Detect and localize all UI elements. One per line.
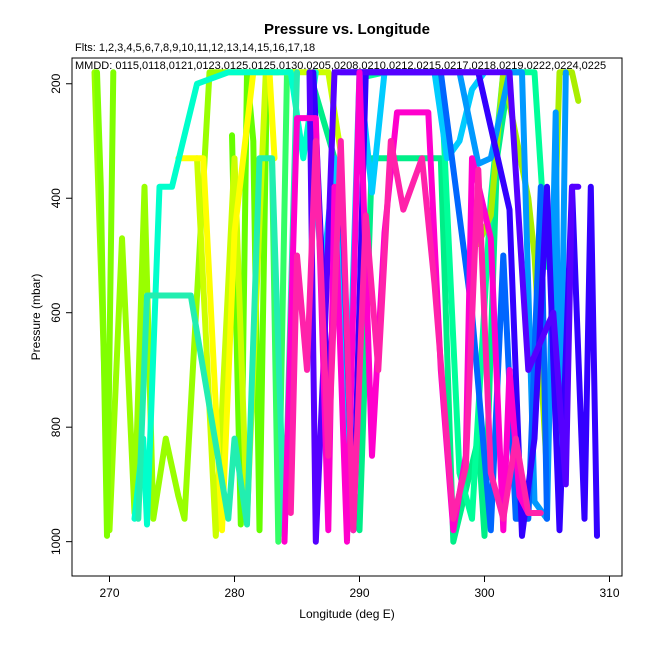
series-line-17: [281, 69, 532, 545]
dates-subtitle: MMDD: 0115,0118,0121,0123,0125,0125,0130…: [75, 60, 606, 72]
series-line-8: [135, 69, 300, 539]
flights-subtitle: Flts: 1,2,3,4,5,6,7,8,9,10,11,12,13,14,1…: [75, 42, 315, 54]
y-tick-label-0: 200: [49, 73, 63, 93]
series-layer: [91, 69, 600, 545]
y-tick-label-3: 800: [49, 417, 63, 437]
chart-title: Pressure vs. Longitude: [264, 21, 430, 38]
y-tick-label-4: 1000: [49, 528, 63, 555]
x-tick-label-3: 300: [474, 586, 494, 600]
x-tick-label-1: 280: [224, 586, 244, 600]
y-axis-label: Pressure (mbar): [29, 274, 43, 361]
x-tick-label-0: 270: [99, 586, 119, 600]
series-line-18: [287, 138, 544, 534]
y-tick-label-1: 400: [49, 188, 63, 208]
x-tick-label-2: 290: [349, 586, 369, 600]
x-axis-label: Longitude (deg E): [299, 607, 394, 621]
plot-frame: [71, 57, 623, 577]
y-tick-label-2: 600: [49, 302, 63, 322]
x-tick-label-4: 310: [599, 586, 619, 600]
series-line-13: [456, 69, 569, 522]
y-axis: 200 400 600 800 1000: [49, 73, 72, 555]
series-line-2: [94, 69, 117, 539]
x-axis: 270 280 290 300 310: [99, 576, 620, 600]
